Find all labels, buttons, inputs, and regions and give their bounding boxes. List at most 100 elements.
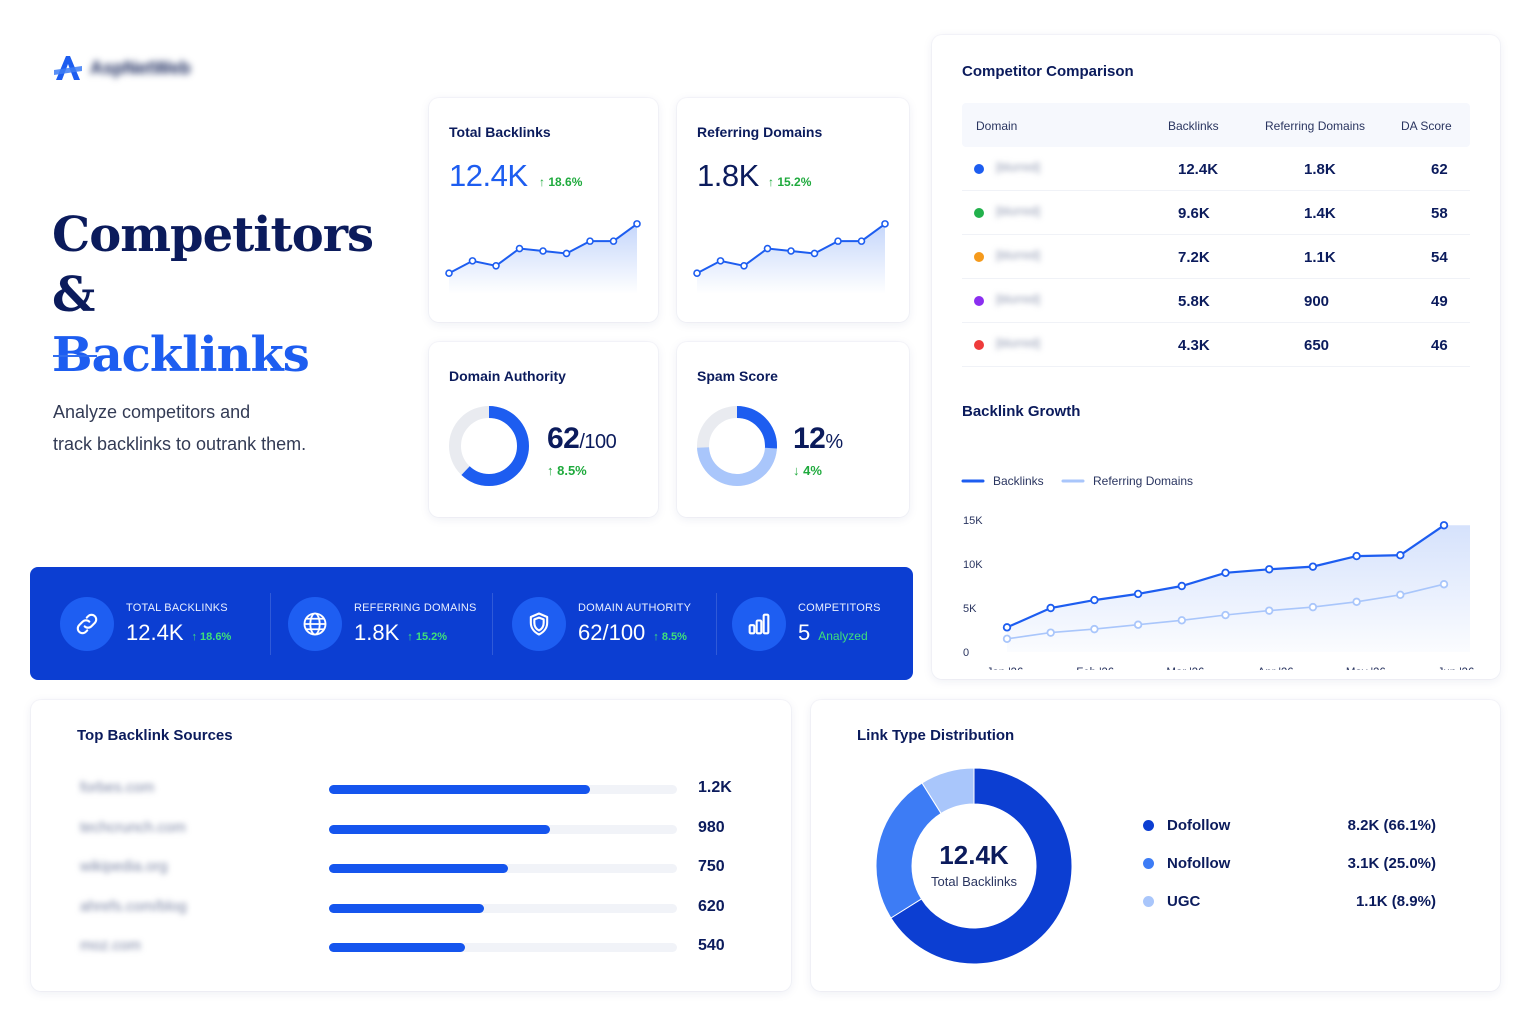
competitor-domain[interactable]: [blurred] — [996, 160, 1041, 174]
data-point[interactable] — [1308, 562, 1318, 571]
table-row[interactable]: [blurred] 5.8K 900 49 — [962, 279, 1470, 323]
legend-label: UGC — [1167, 893, 1201, 910]
backlinks-cell: 7.2K — [1178, 249, 1210, 266]
banner-item-domain-authority[interactable]: DOMAIN AUTHORITY 62/100 ↑ 8.5% — [512, 567, 691, 680]
banner-value: 1.8K — [354, 619, 400, 645]
sparkline-point — [810, 249, 819, 258]
referring-domains-cell: 1.4K — [1304, 205, 1336, 222]
column-header[interactable]: Domain — [976, 119, 1018, 133]
data-point[interactable] — [1352, 551, 1361, 561]
page-description-line2: track backlinks to outrank them. — [53, 434, 307, 454]
source-domain[interactable]: wikipedia.org — [80, 858, 168, 875]
data-point[interactable] — [1090, 595, 1099, 605]
spam-score-card[interactable]: Spam Score 12% ↓ 4% — [677, 342, 909, 517]
source-domain[interactable]: ahrefs.com/blog — [80, 897, 187, 915]
data-point[interactable] — [1002, 634, 1012, 643]
x-tick-label: May '26 — [1346, 667, 1386, 670]
summary-banner: TOTAL BACKLINKS 12.4K ↑ 18.6% REFERRING D… — [30, 567, 913, 680]
legend-item-dofollow[interactable]: Dofollow — [1143, 817, 1230, 834]
page-title-line2: Backlinks — [52, 327, 310, 383]
da-score-cell: 49 — [1431, 293, 1448, 310]
data-point[interactable] — [1265, 565, 1274, 574]
data-point[interactable] — [1133, 620, 1143, 629]
data-point[interactable] — [1221, 568, 1230, 577]
legend-item-ugc[interactable]: UGC — [1143, 893, 1200, 910]
banner-label: TOTAL BACKLINKS — [126, 601, 228, 614]
referring-domains-card[interactable]: Referring Domains 1.8K ↑ 15.2% — [677, 98, 909, 322]
table-row[interactable]: [blurred] 4.3K 650 46 — [962, 323, 1470, 367]
referring-domains-cell: 650 — [1304, 337, 1330, 354]
backlink-growth-title: Backlink Growth — [962, 403, 1081, 420]
banner-item-competitors[interactable]: COMPETITORS 5 Analyzed — [732, 567, 881, 680]
logo-a-icon — [54, 56, 82, 80]
competitor-comparison-card: Competitor Comparison Domain Backlinks R… — [932, 35, 1500, 679]
total-backlinks-card[interactable]: Total Backlinks 12.4K ↑ 18.6% — [429, 98, 658, 322]
sparkline-point — [445, 269, 453, 277]
data-point[interactable] — [1177, 581, 1186, 591]
table-row[interactable]: [blurred] 7.2K 1.1K 54 — [962, 235, 1470, 279]
data-point[interactable] — [1396, 550, 1405, 560]
table-header: Domain Backlinks Referring Domains DA Sc… — [962, 103, 1470, 147]
competitor-domain[interactable]: [blurred] — [996, 292, 1041, 306]
data-point[interactable] — [1308, 602, 1318, 612]
legend-item-nofollow[interactable]: Nofollow — [1143, 855, 1230, 872]
source-domain[interactable]: moz.com — [80, 937, 141, 954]
column-header[interactable]: Backlinks — [1168, 119, 1219, 133]
source-domain[interactable]: techcrunch.com — [80, 818, 186, 836]
banner-value: 12.4K — [126, 619, 184, 645]
sparkline-point — [539, 247, 547, 255]
page-title-line1: Competitors & — [52, 207, 374, 323]
data-point[interactable] — [1133, 589, 1143, 599]
data-point[interactable] — [1090, 624, 1099, 634]
x-tick-label: Jan '26 — [987, 667, 1024, 670]
competitor-domain[interactable]: [blurred] — [996, 248, 1041, 262]
column-header[interactable]: DA Score — [1401, 119, 1452, 133]
referring-domains-cell: 1.8K — [1304, 161, 1336, 178]
banner-item-referring-domains[interactable]: REFERRING DOMAINS 1.8K ↑ 15.2% — [288, 567, 477, 680]
banner-item-total-backlinks[interactable]: TOTAL BACKLINKS 12.4K ↑ 18.6% — [60, 567, 231, 680]
source-value: 750 — [698, 858, 725, 875]
data-point[interactable] — [1046, 603, 1055, 613]
table-row[interactable]: [blurred] 9.6K 1.4K 58 — [962, 191, 1470, 235]
table-row[interactable]: [blurred] 12.4K 1.8K 62 — [962, 147, 1470, 191]
donut-slice-nofollow[interactable] — [875, 782, 942, 919]
competitor-color-dot — [974, 208, 984, 218]
link-icon — [60, 596, 114, 651]
area-fill — [1007, 525, 1470, 652]
brand[interactable]: AspNetWeb — [52, 52, 191, 84]
donut-slice-dofollow[interactable] — [890, 767, 1073, 965]
data-point[interactable] — [1396, 590, 1405, 599]
sparkline-point — [693, 269, 701, 277]
value-suffix: /100 — [579, 431, 617, 453]
donut-slice-ugc[interactable] — [921, 767, 975, 815]
competitor-domain[interactable]: [blurred] — [996, 204, 1041, 218]
banner-change: ↑ 8.5% — [653, 630, 687, 643]
data-point[interactable] — [1002, 623, 1012, 632]
page-description: Analyze competitors and track backlinks … — [53, 396, 373, 460]
card-title: Domain Authority — [449, 368, 566, 384]
competitor-color-dot — [974, 296, 984, 306]
shield-icon — [512, 596, 566, 651]
backlinks-cell: 12.4K — [1178, 161, 1219, 178]
banner-label: REFERRING DOMAINS — [354, 601, 477, 614]
source-domain[interactable]: forbes.com — [80, 779, 155, 796]
backlinks-cell: 5.8K — [1178, 293, 1210, 310]
data-point[interactable] — [1439, 521, 1449, 530]
source-bar-track — [329, 864, 677, 873]
domain-authority-card[interactable]: Domain Authority 62/100 ↑ 8.5% — [429, 342, 658, 517]
data-point[interactable] — [1046, 628, 1055, 637]
data-point[interactable] — [1221, 610, 1230, 620]
data-point[interactable] — [1439, 580, 1449, 589]
legend-dot — [1143, 819, 1154, 831]
column-header[interactable]: Referring Domains — [1265, 119, 1366, 133]
competitor-domain[interactable]: [blurred] — [996, 336, 1041, 350]
data-point[interactable] — [1177, 616, 1186, 625]
banner-divider — [492, 593, 493, 655]
sparkline-point — [740, 261, 748, 270]
banner-label: COMPETITORS — [798, 601, 881, 614]
sparkline-chart — [693, 220, 889, 294]
da-score-cell: 54 — [1431, 249, 1448, 266]
data-point[interactable] — [1352, 597, 1361, 607]
data-point[interactable] — [1265, 606, 1274, 615]
source-bar-track — [329, 785, 677, 794]
